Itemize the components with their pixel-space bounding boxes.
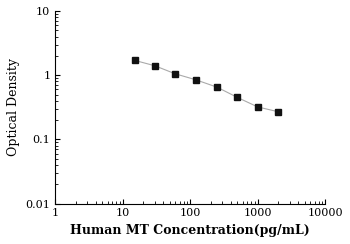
- Y-axis label: Optical Density: Optical Density: [7, 58, 20, 156]
- X-axis label: Human MT Concentration(pg/mL): Human MT Concentration(pg/mL): [70, 224, 310, 237]
